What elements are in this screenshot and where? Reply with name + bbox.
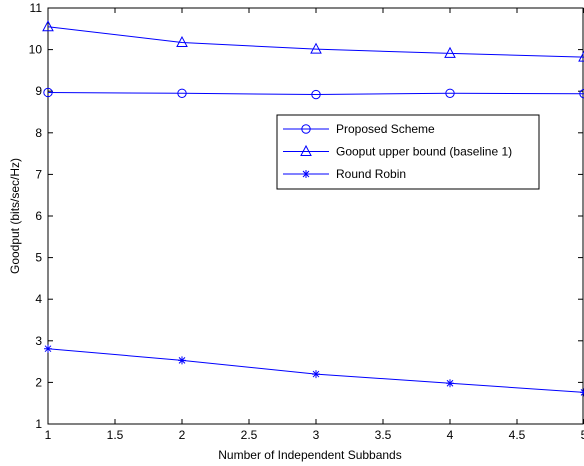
x-tick-labels: 1 1.5 2 2.5 3 3.5 4 4.5 5 [45,428,584,442]
y-tick-label: 1 [35,417,42,431]
x-tick-label: 2 [179,428,186,442]
x-tick-label: 3 [313,428,320,442]
legend-marker-circle [301,124,311,134]
data-point-triangle [42,20,54,32]
data-point-star [312,370,320,379]
legend-marker-triangle [300,144,312,156]
x-tick-label: 4.5 [509,428,526,442]
y-tick-label: 3 [35,334,42,348]
y-tick-label: 7 [35,167,42,181]
legend-label: Proposed Scheme [336,122,435,136]
legend-marker-star [302,170,310,178]
series-layer [42,20,584,397]
y-tick-labels: 1 2 3 4 5 6 7 8 9 10 11 [29,1,43,431]
series-line [47,26,584,58]
y-tick-label: 10 [29,43,43,57]
x-tick-label: 1.5 [107,428,124,442]
data-point-circle [311,89,321,100]
y-tick-label: 8 [35,126,42,140]
x-tick-label: 2.5 [241,428,258,442]
legend: Proposed Scheme Gooput upper bound (basel… [276,114,540,190]
series-line [47,91,584,96]
x-axis-title: Number of Independent Subbands [218,448,401,462]
plot-area [47,7,584,425]
legend-label: Gooput upper bound (baseline 1) [336,145,512,159]
data-point-star [44,344,52,353]
data-point-star [446,379,454,388]
data-point-triangle [578,50,584,62]
data-point-star [178,356,186,365]
y-tick-label: 2 [35,375,42,389]
y-axis-title: Goodput (bits/sec/Hz) [8,158,22,274]
data-point-circle [445,88,455,98]
data-point-triangle [176,35,188,48]
x-tick-label: 3.5 [375,428,392,442]
data-point-circle [177,88,187,98]
legend-item: Round Robin [283,167,406,181]
y-tick-label: 11 [30,1,43,15]
x-tick-label: 4 [447,428,454,442]
data-point-triangle [310,42,322,54]
legend-label: Round Robin [336,167,406,181]
legend-item: Proposed Scheme [283,122,435,136]
series-star [44,344,584,397]
y-tick-label: 5 [35,251,42,265]
legend-item: Gooput upper bound (baseline 1) [283,145,512,159]
series-triangle [42,20,584,62]
x-tick-label: 1 [45,428,52,442]
data-point-circle [43,87,53,98]
data-point-triangle [444,46,456,58]
plot-frame [47,7,584,425]
y-tick-label: 6 [35,209,42,223]
y-tick-label: 4 [35,292,42,306]
y-tick-label: 9 [35,84,42,98]
x-tick-label: 5 [581,428,584,442]
